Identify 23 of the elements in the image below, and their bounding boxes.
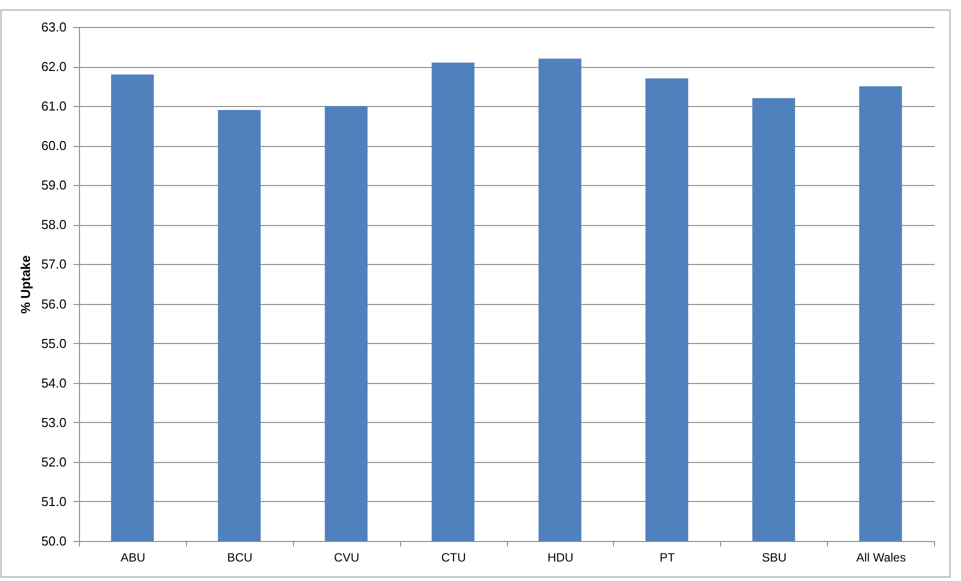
- y-tick-label: 63.0: [41, 20, 66, 34]
- y-axis-title: % Uptake: [18, 255, 34, 314]
- y-tick-label: 59.0: [41, 178, 66, 193]
- x-tick-label: HDU: [547, 550, 574, 564]
- x-tick-label: CVU: [334, 550, 360, 564]
- y-tick-label: 55.0: [41, 336, 66, 351]
- x-tick-label: PT: [660, 550, 676, 564]
- y-tick-label: 57.0: [41, 256, 66, 272]
- x-tick-label: BCU: [227, 550, 252, 564]
- y-tick-label: 52.0: [41, 454, 66, 470]
- y-tick-label: 62.0: [41, 59, 66, 74]
- y-tick-label: 58.0: [41, 217, 66, 232]
- x-tick-label: All Wales: [856, 550, 906, 564]
- y-tick-label: 56.0: [41, 296, 66, 312]
- x-tick-label: CTU: [441, 550, 466, 564]
- y-tick-label: 54.0: [41, 375, 66, 390]
- y-tick-label: 51.0: [41, 494, 66, 509]
- y-tick-label: 60.0: [41, 138, 66, 154]
- x-tick-label: SBU: [762, 550, 787, 564]
- y-tick-label: 50.0: [41, 534, 66, 548]
- x-tick-label: ABU: [120, 550, 146, 564]
- y-tick-label: 53.0: [41, 414, 66, 430]
- y-tick-label: 61.0: [41, 98, 66, 114]
